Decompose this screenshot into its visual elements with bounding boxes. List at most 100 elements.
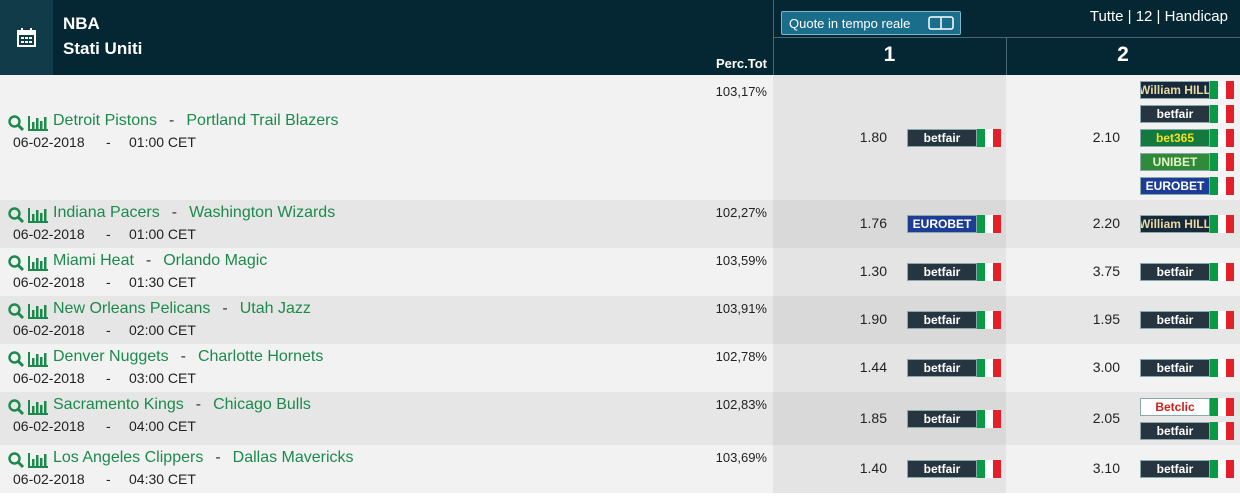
league: NBA [63, 14, 100, 33]
separator: - [106, 226, 111, 242]
bookmaker-logo[interactable]: Betclic [1140, 398, 1234, 416]
bookmaker-logo[interactable]: William HILL [1140, 215, 1234, 233]
bookmaker-name: betfair [907, 129, 977, 147]
bookmaker-logo[interactable]: EUROBET [907, 215, 1001, 233]
bookmaker-name: betfair [1140, 359, 1210, 377]
flag-stripe [1226, 263, 1234, 281]
search-icon[interactable] [8, 452, 25, 469]
odd-value[interactable]: 3.00 [1092, 359, 1120, 375]
icons [8, 115, 48, 132]
away-team[interactable]: Orlando Magic [163, 252, 268, 269]
flag-stripe [1218, 177, 1226, 195]
teams: Sacramento Kings - Chicago Bulls [53, 396, 311, 414]
bookmaker-logo[interactable]: betfair [907, 311, 1001, 329]
flag-stripe [1210, 460, 1218, 478]
bookmaker-logo[interactable]: betfair [1140, 105, 1234, 123]
stats-icon[interactable] [28, 116, 48, 131]
bookmaker-logo[interactable]: betfair [1140, 460, 1234, 478]
bookmaker-logo[interactable]: betfair [907, 410, 1001, 428]
odd-value[interactable]: 3.75 [1092, 263, 1120, 279]
teams: New Orleans Pelicans - Utah Jazz [53, 300, 311, 318]
bookmaker-logo[interactable]: betfair [907, 359, 1001, 377]
home-team[interactable]: New Orleans Pelicans [53, 300, 211, 317]
bookmaker-logo[interactable]: betfair [1140, 359, 1234, 377]
bookmaker-logo[interactable]: UNIBET [1140, 153, 1234, 171]
calendar-box [0, 0, 53, 75]
odd-value[interactable]: 1.90 [859, 311, 887, 327]
icons [8, 399, 48, 416]
bookmaker-name: bet365 [1140, 129, 1210, 147]
away-team[interactable]: Utah Jazz [239, 300, 311, 317]
home-team[interactable]: Indiana Pacers [53, 204, 160, 221]
search-icon[interactable] [8, 399, 25, 416]
odd-value[interactable]: 1.30 [859, 263, 887, 279]
flag-stripe [985, 410, 993, 428]
country: Stati Uniti [63, 39, 143, 58]
home-team[interactable]: Miami Heat [53, 252, 134, 269]
bookmaker-logo[interactable]: betfair [907, 129, 1001, 147]
home-team[interactable]: Sacramento Kings [53, 396, 184, 413]
bookmaker-logo[interactable]: William HILL [1140, 81, 1234, 99]
stats-icon[interactable] [28, 256, 48, 271]
bookmaker-logo[interactable]: betfair [1140, 263, 1234, 281]
search-icon[interactable] [8, 351, 25, 368]
home-team[interactable]: Los Angeles Clippers [53, 449, 204, 466]
stats-icon[interactable] [28, 352, 48, 367]
flag-stripe [977, 410, 985, 428]
odd-value[interactable]: 1.44 [859, 359, 887, 375]
flag-stripe [1226, 422, 1234, 440]
odd-value[interactable]: 2.05 [1092, 410, 1120, 426]
search-icon[interactable] [8, 115, 25, 132]
flag-stripe [1218, 215, 1226, 233]
bookmaker-name: William HILL [1140, 81, 1210, 99]
separator: - [145, 252, 152, 269]
flag-stripe [1218, 398, 1226, 416]
flag-stripe [1218, 81, 1226, 99]
flag-stripe [993, 263, 1001, 281]
bookmaker-logo[interactable]: betfair [1140, 311, 1234, 329]
flag-stripe [1210, 422, 1218, 440]
separator: - [106, 418, 111, 434]
away-team[interactable]: Chicago Bulls [213, 396, 311, 413]
bookmaker-logo[interactable]: bet365 [1140, 129, 1234, 147]
odd-value[interactable]: 1.85 [859, 410, 887, 426]
bookmaker-logo[interactable]: betfair [907, 460, 1001, 478]
match-date: 06-02-2018 [13, 471, 85, 487]
flag-stripe [977, 263, 985, 281]
odd-value[interactable]: 1.40 [859, 460, 887, 476]
bookmaker-name: betfair [907, 410, 977, 428]
column-header: 1 [883, 43, 896, 66]
bookmaker-logo[interactable]: betfair [907, 263, 1001, 281]
icons [8, 207, 48, 224]
bookmaker-logo[interactable]: betfair [1140, 422, 1234, 440]
away-team[interactable]: Portland Trail Blazers [186, 112, 339, 129]
odd-value[interactable]: 2.10 [1092, 129, 1120, 145]
live-odds-button[interactable]: Quote in tempo reale [781, 11, 961, 35]
away-team[interactable]: Washington Wizards [189, 204, 336, 221]
search-icon[interactable] [8, 207, 25, 224]
flag-stripe [1210, 215, 1218, 233]
stats-icon[interactable] [28, 304, 48, 319]
match-time: 02:00 CET [129, 322, 196, 338]
stats-icon[interactable] [28, 208, 48, 223]
search-icon[interactable] [8, 255, 25, 272]
odd-value[interactable]: 1.80 [859, 129, 887, 145]
stats-icon[interactable] [28, 400, 48, 415]
search-icon[interactable] [8, 303, 25, 320]
market-filter[interactable]: Tutte | 12 | Handicap [1089, 8, 1228, 25]
odd-value[interactable]: 2.20 [1092, 215, 1120, 231]
odd-value[interactable]: 3.10 [1092, 460, 1120, 476]
away-team[interactable]: Dallas Mavericks [232, 449, 354, 466]
home-team[interactable]: Detroit Pistons [53, 112, 158, 129]
away-team[interactable]: Charlotte Hornets [197, 348, 324, 365]
flag-stripe [1218, 129, 1226, 147]
odd-value[interactable]: 1.95 [1092, 311, 1120, 327]
odd-value[interactable]: 1.76 [859, 215, 887, 231]
match-icons [8, 207, 50, 229]
home-team[interactable]: Denver Nuggets [53, 348, 169, 365]
stats-icon[interactable] [28, 453, 48, 468]
bookmaker-logo[interactable]: EUROBET [1140, 177, 1234, 195]
flag-stripe [1218, 105, 1226, 123]
bookmaker-name: UNIBET [1140, 153, 1210, 171]
